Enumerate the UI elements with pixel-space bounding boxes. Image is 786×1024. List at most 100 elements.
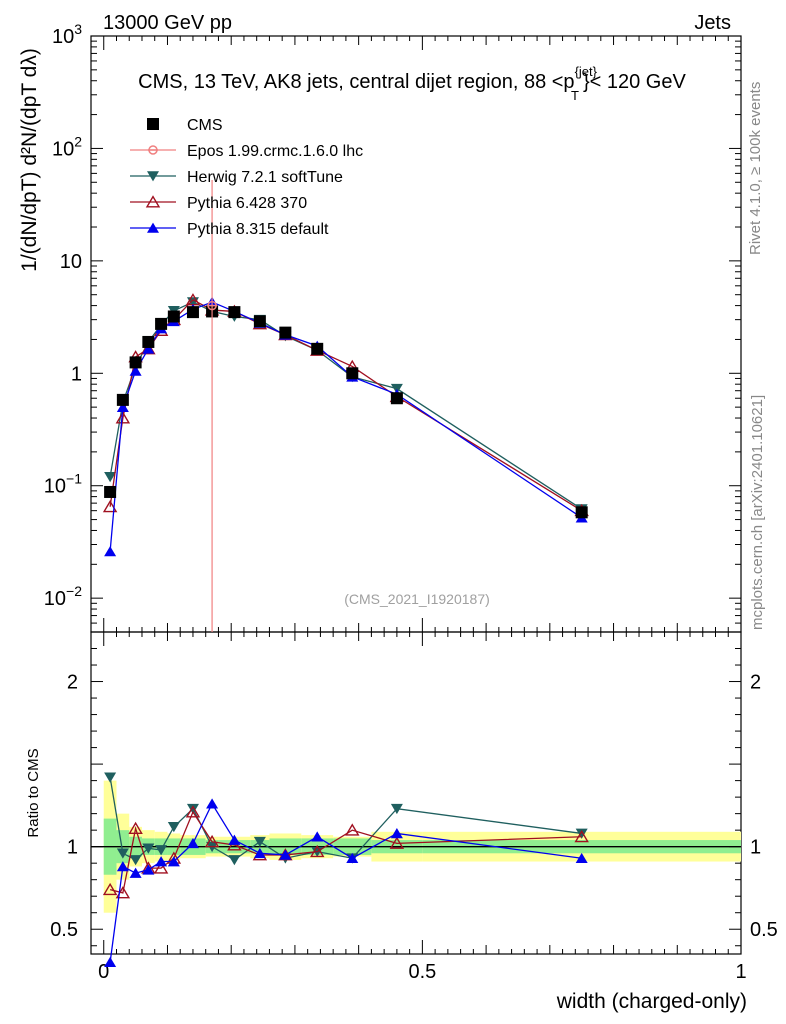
legend-entry: Herwig 7.2.1 softTune bbox=[130, 169, 343, 186]
legend-label: Pythia 8.315 default bbox=[187, 221, 329, 238]
ratio-y-axis-label: Ratio to CMS bbox=[25, 748, 42, 837]
legend-marker bbox=[145, 195, 161, 208]
ratio-data-point bbox=[574, 829, 589, 843]
ratio-data-point bbox=[390, 803, 403, 815]
ratio-series-pythia bbox=[102, 805, 589, 899]
ratio-axis-ticks: 0.5 0.51 12 20 0.5 1 bbox=[50, 632, 778, 983]
main-data-point bbox=[311, 342, 324, 355]
ratio-data-point bbox=[155, 845, 168, 856]
main-data-point bbox=[116, 393, 129, 406]
legend-marker bbox=[147, 171, 159, 182]
main-series-layer bbox=[102, 180, 589, 632]
ratio-data-point bbox=[128, 821, 143, 835]
ratio-series-pythia bbox=[104, 798, 588, 968]
ratio-data-point bbox=[104, 956, 117, 968]
ratio-data-point bbox=[310, 844, 325, 858]
main-y-axis-label-text: 1/(dN/dpT) d²N/(dpT dλ) bbox=[18, 48, 41, 272]
ratio-y-axis-label-text: Ratio to CMS bbox=[25, 748, 42, 837]
ratio-data-point bbox=[204, 834, 220, 848]
ratio-data-point bbox=[228, 855, 241, 866]
main-series-pythia bbox=[104, 296, 588, 557]
rivet-label: Rivet 4.1.0, ≥ 100k events bbox=[747, 82, 764, 255]
legend-marker bbox=[148, 145, 158, 155]
ratio-y-tick-label-left: 0.5 bbox=[50, 919, 78, 941]
legend-entry: CMS bbox=[147, 117, 223, 134]
main-data-point bbox=[167, 310, 180, 323]
ratio-data-point bbox=[129, 855, 142, 866]
main-y-tick-label: 102 bbox=[52, 133, 82, 160]
ratio-series-line bbox=[109, 810, 582, 894]
main-data-point bbox=[104, 546, 117, 557]
ratio-data-point bbox=[102, 882, 118, 896]
ratio-y-tick-label-right: 0.5 bbox=[750, 919, 778, 941]
legend-entry: Pythia 6.428 370 bbox=[130, 195, 307, 212]
main-data-point bbox=[129, 356, 142, 369]
main-data-point bbox=[253, 315, 266, 328]
ratio-data-point bbox=[142, 843, 155, 854]
ratio-data-point bbox=[116, 848, 129, 859]
ratio-data-point bbox=[279, 849, 292, 860]
mcplots-label: mcplots.cern.ch [arXiv:2401.10621] bbox=[749, 395, 766, 630]
ratio-data-point bbox=[155, 856, 168, 867]
ratio-data-point bbox=[167, 822, 180, 833]
main-data-point bbox=[279, 326, 292, 339]
main-series-herwig bbox=[104, 297, 588, 515]
main-series-epos bbox=[207, 180, 218, 632]
legend-label: Epos 1.99.crmc.1.6.0 lhc bbox=[187, 143, 363, 160]
main-data-point bbox=[186, 306, 199, 319]
ratio-y-tick-label-right: 2 bbox=[750, 672, 761, 694]
main-data-point bbox=[142, 343, 155, 354]
ratio-data-point bbox=[253, 836, 266, 848]
main-y-tick-label: 103 bbox=[52, 21, 82, 48]
main-series-line bbox=[109, 301, 583, 552]
main-y-tick-label: 10 bbox=[60, 251, 82, 273]
plot-title: CMS, 13 TeV, AK8 jets, central dijet reg… bbox=[138, 64, 686, 103]
main-y-tick-label: 1 bbox=[71, 363, 82, 385]
ratio-series-line bbox=[109, 802, 582, 963]
ratio-data-point bbox=[153, 861, 169, 874]
main-series-pythia bbox=[102, 293, 589, 517]
ratio-series-layer bbox=[102, 772, 589, 968]
legend: CMS Epos 1.99.crmc.1.6.0 lhc Herwig 7.2.1 … bbox=[130, 117, 363, 238]
ratio-uncertainty-bands bbox=[91, 780, 741, 913]
ratio-data-point bbox=[389, 836, 405, 849]
ratio-data-point bbox=[186, 803, 199, 815]
ratio-data-point bbox=[311, 831, 324, 842]
main-y-tick-label: 10−2 bbox=[44, 583, 82, 610]
x-tick-label: 0.5 bbox=[408, 961, 436, 983]
analysis-tag: (CMS_2021_I1920187) bbox=[344, 591, 490, 607]
legend-marker bbox=[147, 222, 159, 233]
plot-title-sup: {jet} bbox=[575, 64, 598, 79]
ratio-plot-frame bbox=[90, 631, 742, 955]
main-data-point bbox=[102, 499, 118, 513]
main-axis-ticks: 10−2 10−1 1 10 102 103 bbox=[44, 21, 742, 633]
main-series-line bbox=[109, 301, 583, 510]
main-data-point bbox=[155, 317, 168, 330]
ratio-data-point bbox=[345, 823, 360, 836]
ratio-y-tick-label-left: 1 bbox=[67, 837, 78, 859]
main-data-point bbox=[346, 367, 359, 380]
main-series-cms bbox=[104, 305, 588, 519]
ratio-data-point bbox=[116, 861, 129, 872]
ratio-y-tick-label-right: 1 bbox=[750, 837, 761, 859]
rivet-label-text: Rivet 4.1.0, ≥ 100k events bbox=[747, 82, 764, 255]
ratio-data-point bbox=[228, 834, 241, 845]
main-data-point bbox=[104, 485, 117, 498]
main-y-tick-label: 10−1 bbox=[44, 471, 82, 498]
main-data-point bbox=[104, 472, 117, 483]
legend-entry: Pythia 8.315 default bbox=[130, 221, 329, 238]
main-data-point bbox=[575, 506, 588, 519]
main-data-point bbox=[207, 300, 218, 311]
ratio-data-point bbox=[186, 837, 199, 849]
x-axis-label: width (charged-only) bbox=[556, 990, 747, 1013]
ratio-data-point bbox=[167, 856, 180, 867]
main-data-point bbox=[390, 392, 403, 405]
ratio-data-point bbox=[206, 798, 219, 809]
main-data-point bbox=[228, 306, 241, 319]
legend-label: Herwig 7.2.1 softTune bbox=[187, 169, 343, 186]
ratio-data-point bbox=[390, 828, 403, 839]
legend-entry: Epos 1.99.crmc.1.6.0 lhc bbox=[130, 143, 363, 160]
plot-title-sub: T bbox=[571, 88, 579, 103]
main-data-point bbox=[116, 401, 129, 412]
